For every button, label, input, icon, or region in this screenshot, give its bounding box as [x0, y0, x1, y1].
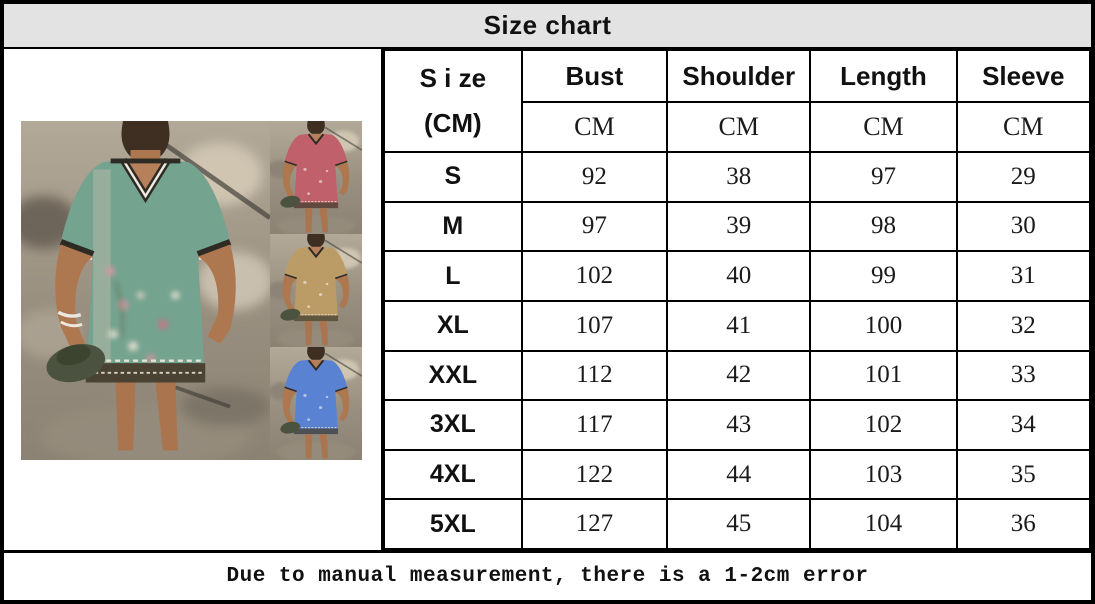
sleeve-value: 31	[955, 250, 1091, 302]
size-label: 3XL	[383, 399, 523, 451]
variant-blue-thumbnail	[270, 347, 362, 460]
sleeve-unit: CM	[955, 101, 1091, 153]
measurement-note-row: Due to manual measurement, there is a 1-…	[4, 550, 1091, 600]
unit-row: CM CM CM CM	[384, 101, 1091, 153]
length-column-header: Length	[809, 49, 958, 103]
shoulder-unit: CM	[666, 101, 812, 153]
sleeve-value: 36	[955, 498, 1091, 550]
size-label: M	[383, 200, 523, 253]
variant-khaki-thumbnail	[270, 234, 362, 347]
bust-value: 102	[520, 250, 669, 302]
product-photo-panel	[4, 49, 383, 550]
bust-value: 107	[520, 299, 669, 352]
table-row: XXL 112 42 101 33	[383, 349, 1091, 402]
table-row: 3XL 117 43 102 34	[383, 399, 1091, 451]
page-title: Size chart	[483, 10, 612, 40]
title-bar: Size chart	[4, 4, 1091, 49]
table-row: 4XL 122 44 103 35	[383, 448, 1091, 501]
length-value: 100	[809, 299, 958, 352]
table-row: S 92 38 97 29	[383, 151, 1091, 203]
variant-thumbnails	[270, 121, 362, 460]
shoulder-value: 41	[666, 299, 812, 352]
bust-value: 112	[520, 349, 669, 402]
length-value: 104	[809, 498, 958, 550]
main-area: S i ze (CM) Bust Shoulder Length Sleeve …	[4, 49, 1091, 550]
measurement-note: Due to manual measurement, there is a 1-…	[226, 565, 869, 588]
shoulder-column-header: Shoulder	[666, 49, 812, 103]
table-row: L 102 40 99 31	[383, 250, 1091, 302]
shoulder-value: 40	[666, 250, 812, 302]
length-unit: CM	[809, 101, 958, 153]
size-label: XXL	[383, 349, 523, 402]
size-table-wrap: S i ze (CM) Bust Shoulder Length Sleeve …	[383, 49, 1091, 550]
size-label: 5XL	[383, 498, 523, 550]
table-row: M 97 39 98 30	[383, 200, 1091, 253]
shoulder-value: 42	[666, 349, 812, 402]
bust-value: 117	[520, 399, 669, 451]
bust-value: 92	[520, 151, 669, 203]
size-column-header: S i ze (CM)	[383, 49, 523, 153]
length-value: 103	[809, 448, 958, 501]
sleeve-value: 32	[955, 299, 1091, 352]
sleeve-column-header: Sleeve	[955, 49, 1091, 103]
size-header-line1: S i ze	[419, 62, 487, 93]
shoulder-value: 38	[666, 151, 812, 203]
sleeve-value: 33	[955, 349, 1091, 402]
length-value: 102	[809, 399, 958, 451]
size-label: L	[383, 250, 523, 302]
length-value: 97	[809, 151, 958, 203]
product-photo-block	[21, 121, 362, 460]
main-dress-photo-graphic	[21, 121, 270, 460]
shoulder-value: 44	[666, 448, 812, 501]
size-header-line2: (CM)	[423, 108, 482, 138]
length-value: 99	[809, 250, 958, 302]
sleeve-value: 35	[955, 448, 1091, 501]
table-row: 5XL 127 45 104 36	[383, 498, 1091, 550]
bust-unit: CM	[520, 101, 669, 153]
sleeve-value: 34	[955, 399, 1091, 451]
size-table: S i ze (CM) Bust Shoulder Length Sleeve …	[383, 49, 1091, 550]
bust-column-header: Bust	[520, 49, 669, 103]
column-header-row: S i ze (CM) Bust Shoulder Length Sleeve	[383, 49, 1091, 153]
table-row: XL 107 41 100 32	[383, 299, 1091, 352]
shoulder-value: 45	[666, 498, 812, 550]
sleeve-value: 29	[955, 151, 1091, 203]
sleeve-value: 30	[955, 200, 1091, 253]
size-label: 4XL	[383, 448, 523, 501]
size-label: XL	[383, 299, 523, 352]
length-value: 101	[809, 349, 958, 402]
bust-value: 97	[520, 200, 669, 253]
size-label: S	[383, 151, 523, 203]
length-value: 98	[809, 200, 958, 253]
shoulder-value: 43	[666, 399, 812, 451]
bust-value: 127	[520, 498, 669, 550]
product-photo-main	[21, 121, 270, 460]
shoulder-value: 39	[666, 200, 812, 253]
variant-red-thumbnail	[270, 121, 362, 234]
bust-value: 122	[520, 448, 669, 501]
